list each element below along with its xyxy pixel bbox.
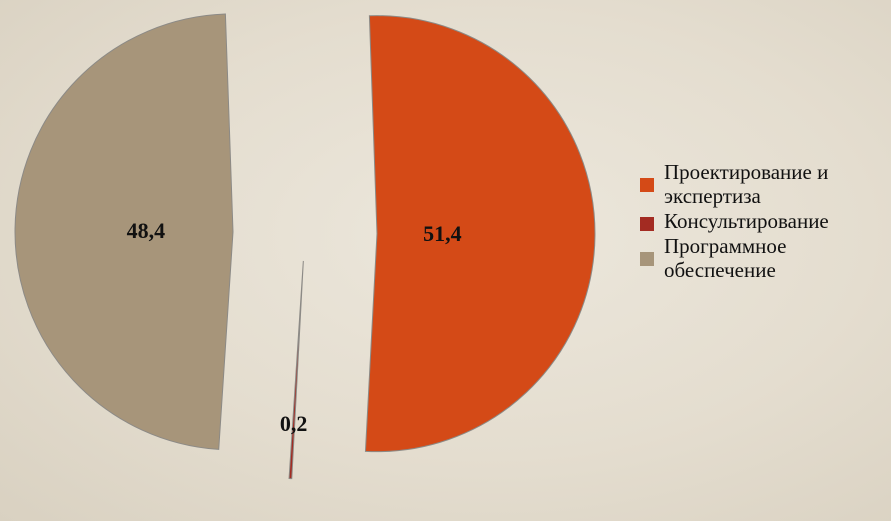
legend-item-software: Программное обеспечение (636, 234, 891, 282)
legend-label-line: Проектирование и (664, 160, 829, 184)
legend-swatch-software (640, 252, 654, 266)
slice-software (14, 13, 234, 450)
legend-item-consulting: Консультирование (636, 209, 891, 233)
legend-label-line: Консультирование (664, 209, 829, 233)
slice-label-consulting: 0,2 (279, 411, 308, 437)
legend-item-design: Проектирование и экспертиза (636, 160, 891, 208)
legend-swatch-design (640, 178, 654, 192)
slice-consulting (288, 260, 304, 480)
legend-label-line: Программное (664, 234, 787, 258)
slice-label-software: 48,4 (126, 217, 166, 243)
legend-label-line: обеспечение (664, 258, 776, 282)
legend: Проектирование и экспертиза Консультиров… (636, 160, 891, 283)
slice-design (364, 15, 596, 453)
legend-label-line: экспертиза (664, 184, 761, 208)
legend-swatch-consulting (640, 217, 654, 231)
slice-label-design: 51,4 (423, 221, 462, 247)
